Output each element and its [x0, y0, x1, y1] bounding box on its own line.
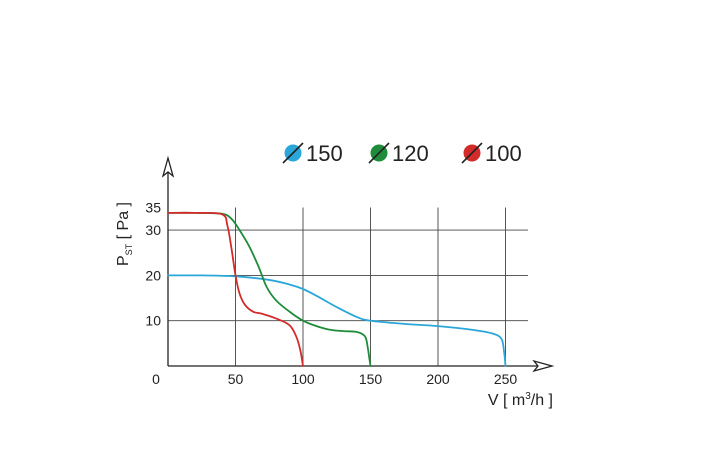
y-axis-label-main: P — [115, 255, 132, 266]
series-line-120 — [167, 211, 372, 367]
y-axis-arrow-icon — [161, 155, 175, 178]
tick-labels: 50 100 150 200 250 10 20 30 35 0 — [145, 199, 517, 387]
legend-label: 100 — [485, 141, 522, 166]
series-line-100 — [167, 211, 304, 367]
y-axis-label-suffix: [ Pa ] — [115, 202, 132, 244]
y-tick-label: 10 — [145, 313, 161, 329]
series-line-150 — [167, 274, 507, 367]
legend-item-120: 120 — [368, 141, 429, 166]
y-axis-label-subscript: ST — [124, 243, 134, 255]
x-tick-label: 150 — [359, 371, 383, 387]
legend-label: 150 — [306, 141, 343, 166]
origin-label: 0 — [152, 371, 160, 387]
diameter-slash — [368, 142, 390, 164]
x-tick-label: 100 — [291, 371, 315, 387]
chart-series-group — [167, 211, 507, 367]
y-tick-label: 30 — [145, 222, 161, 238]
diameter-slash — [282, 142, 304, 164]
x-axis-arrow-icon — [532, 359, 555, 373]
x-axis-label: V [ m3/h ] — [488, 391, 553, 409]
x-axis-label-superscript: 3 — [525, 391, 531, 402]
y-axis-label: PST [ Pa ] — [115, 202, 134, 266]
legend-item-100: 100 — [461, 141, 522, 166]
legend-item-150: 150 — [282, 141, 343, 166]
x-tick-label: 50 — [228, 371, 244, 387]
x-axis-label-suffix: /h ] — [531, 392, 553, 409]
diameter-slash — [461, 142, 483, 164]
x-tick-label: 200 — [426, 371, 450, 387]
x-tick-label: 250 — [494, 371, 518, 387]
chart-legend: 150 120 100 — [282, 141, 522, 166]
chart-grid — [168, 207, 528, 366]
y-tick-label: 20 — [145, 267, 161, 283]
y-tick-label: 35 — [145, 199, 161, 215]
x-axis-label-prefix: V [ m — [488, 392, 525, 409]
legend-label: 120 — [392, 141, 429, 166]
